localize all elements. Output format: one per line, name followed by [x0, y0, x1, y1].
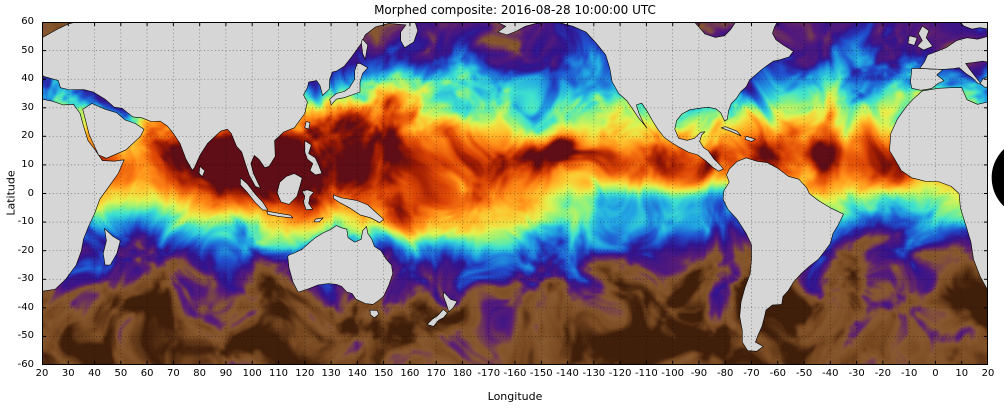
x-tick-label: 50 [114, 368, 128, 379]
y-tick-label: -50 [17, 330, 34, 342]
y-tick-label: 40 [21, 73, 34, 85]
continent-landmass [276, 173, 303, 205]
x-tick-label: 140 [347, 368, 367, 379]
x-tick-label: 90 [219, 368, 233, 379]
cimss-logo-mark [991, 149, 1004, 207]
y-tick-label: -10 [17, 216, 34, 228]
x-tick-label: 40 [88, 368, 101, 379]
x-tick-label: -100 [661, 368, 685, 379]
x-tick-label: 0 [932, 368, 939, 379]
continent-landmass [443, 291, 458, 313]
x-tick-label: -30 [848, 368, 865, 379]
x-tick-label: 160 [400, 368, 420, 379]
y-tick-label: -40 [17, 301, 34, 313]
map-overlay [42, 22, 988, 365]
x-tick-label: 180 [452, 368, 472, 379]
y-tick-label: 0 [27, 187, 34, 199]
x-tick-label: -160 [503, 368, 527, 379]
continent-landmass [369, 309, 380, 319]
x-tick-label: -10 [900, 368, 918, 379]
x-tick-label: -170 [477, 368, 501, 379]
x-tick-label: -80 [717, 368, 734, 379]
continent-landmass [304, 121, 311, 130]
continent-landmass [102, 228, 121, 266]
x-tick-label: 150 [374, 368, 394, 379]
x-tick-label: -130 [582, 368, 606, 379]
continent-landmass [301, 189, 315, 211]
x-tick-label: 130 [321, 368, 341, 379]
y-tick-label: -20 [17, 244, 34, 256]
x-tick-label: 20 [35, 368, 49, 379]
x-tick-label: -20 [874, 368, 892, 379]
chart-title: Morphed composite: 2016-08-28 10:00:00 U… [374, 3, 656, 17]
x-tick-label: -60 [769, 368, 786, 379]
y-axis-label: Latitude [4, 170, 18, 216]
y-tick-label: 20 [21, 130, 34, 142]
x-tick-label: -40 [822, 368, 839, 379]
x-tick-label: -120 [608, 368, 632, 379]
y-tick-label: 10 [21, 158, 34, 170]
continent-landmass [313, 217, 324, 223]
x-tick-label: 60 [140, 368, 154, 379]
continent-landmass [907, 35, 918, 46]
x-tick-label: 30 [61, 368, 75, 379]
x-tick-label: -70 [743, 368, 760, 379]
continent-landmass [958, 22, 988, 30]
x-tick-label: 20 [981, 368, 995, 379]
y-tick-label: 60 [21, 16, 34, 27]
continent-landmass [916, 25, 934, 51]
cimss-logo: CIMSS [672, 27, 1004, 207]
continent-landmass [198, 166, 206, 177]
y-tick-label: 30 [21, 101, 34, 113]
x-tick-label: 70 [167, 368, 180, 379]
x-tick-label: 170 [426, 368, 446, 379]
continent-landmass [304, 140, 323, 176]
continent-landmass [42, 22, 419, 189]
continent-landmass [361, 38, 369, 60]
continent-landmass [426, 309, 448, 327]
x-tick-label: 100 [242, 368, 262, 379]
y-axis-tick-labels: 60 50 40 30 20 10 0 -10 -20 -30 -40 -50 -60 [0, 16, 37, 370]
y-tick-label: -60 [17, 359, 34, 370]
x-tick-label: -150 [529, 368, 553, 379]
x-tick-label: -90 [690, 368, 708, 379]
continent-landmass [919, 36, 988, 85]
continent-landmass [240, 177, 269, 211]
y-tick-label: 50 [21, 44, 34, 56]
continent-landmass [287, 225, 394, 305]
x-tick-label: 10 [955, 368, 969, 379]
x-tick-label: 80 [193, 368, 207, 379]
x-tick-label: 110 [268, 368, 289, 379]
plot-area: CIMSS [42, 22, 1004, 365]
continent-landmass [332, 194, 384, 223]
continent-landmass [722, 157, 844, 352]
continent-landmass [82, 103, 145, 159]
y-tick-label: -30 [17, 273, 34, 285]
x-axis-tick-labels: 20 30 40 50 60 70 80 90 100 110 120 130 140 150 160 170… [36, 368, 995, 381]
continent-landmass [266, 210, 294, 219]
x-axis-label: Longitude [487, 390, 543, 403]
x-tick-label: -50 [795, 368, 813, 379]
continent-landmass [496, 22, 794, 172]
continent-landmass [721, 126, 742, 137]
continent-landmass [889, 87, 988, 291]
continent-landmass [42, 98, 125, 292]
x-tick-label: 120 [295, 368, 315, 379]
x-tick-label: -140 [556, 368, 579, 379]
x-tick-label: -110 [635, 368, 658, 379]
